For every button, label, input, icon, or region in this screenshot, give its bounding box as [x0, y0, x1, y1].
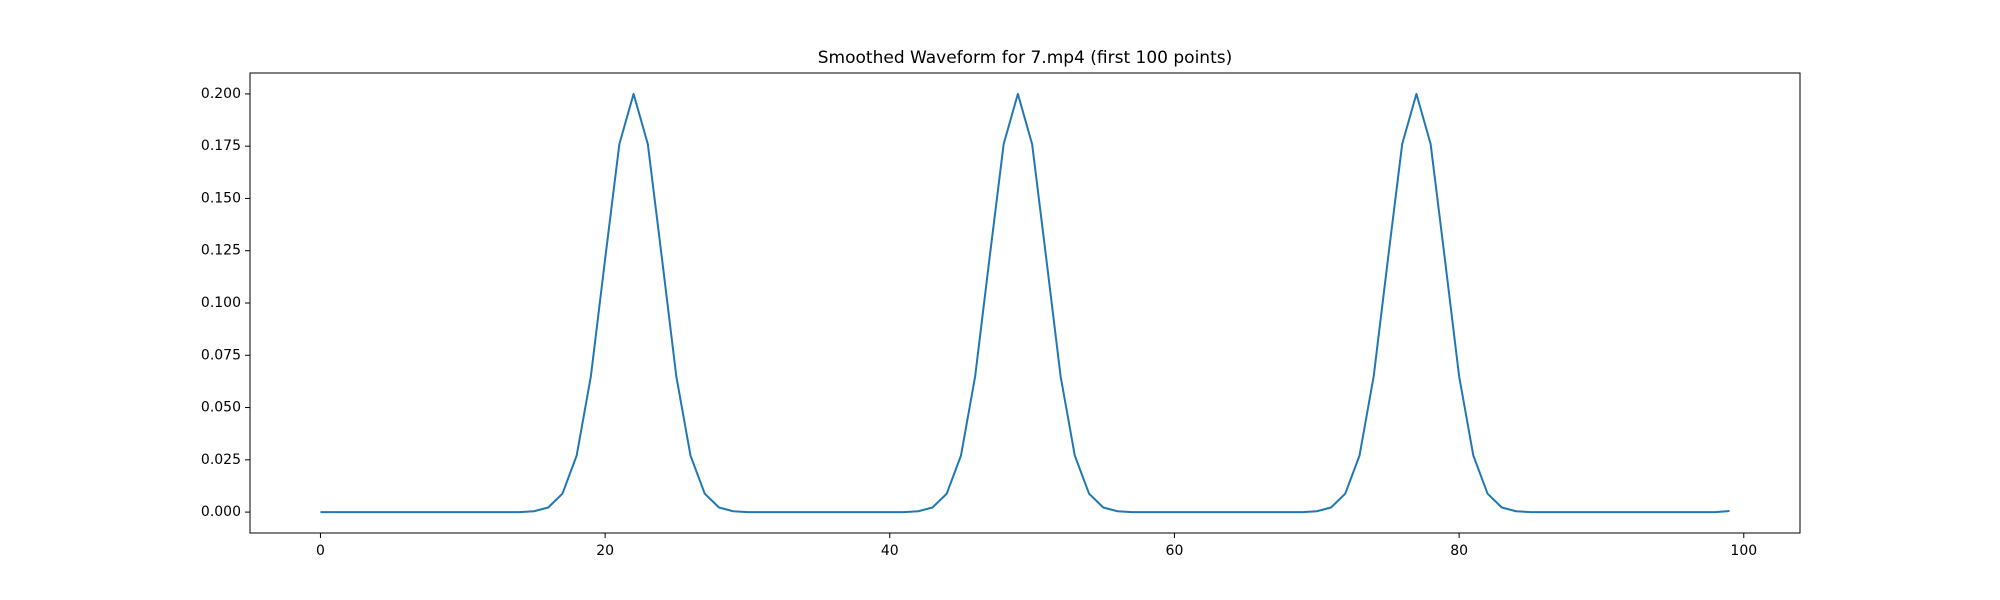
y-tick-label: 0.025 [201, 452, 241, 468]
chart-title: Smoothed Waveform for 7.mp4 (first 100 p… [818, 48, 1232, 68]
y-tick-label: 0.125 [201, 243, 241, 259]
x-tick-label: 100 [1730, 543, 1757, 559]
y-tick-label: 0.200 [201, 86, 241, 102]
data-line [320, 92, 1730, 514]
y-tick-label: 0.000 [201, 504, 241, 520]
plot-frame [249, 72, 1801, 534]
y-tick-label: 0.050 [201, 400, 241, 416]
y-tick-label: 0.150 [201, 190, 241, 206]
x-tick-label: 80 [1450, 543, 1468, 559]
y-tick-label: 0.100 [201, 295, 241, 311]
x-tick-label: 40 [881, 543, 899, 559]
x-tick-label: 60 [1166, 543, 1184, 559]
y-tick-label: 0.075 [201, 347, 241, 363]
x-tick-label: 20 [596, 543, 614, 559]
x-tick-label: 0 [316, 543, 325, 559]
y-tick-label: 0.175 [201, 138, 241, 154]
